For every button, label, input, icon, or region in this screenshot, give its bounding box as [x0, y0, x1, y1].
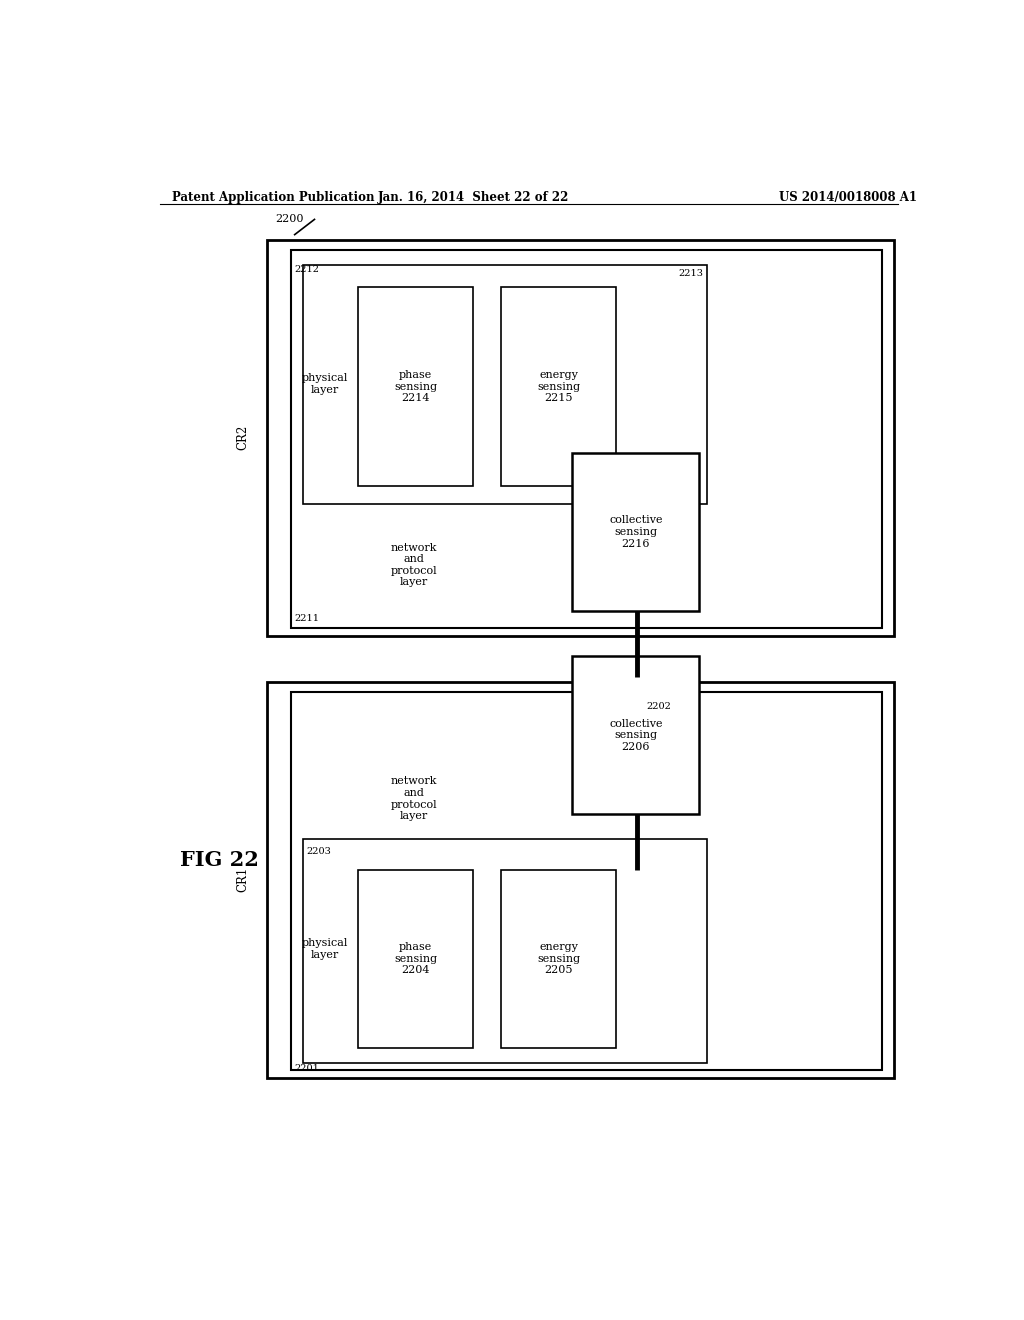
Text: energy
sensing
2205: energy sensing 2205: [537, 942, 580, 975]
Text: physical
layer: physical layer: [302, 374, 348, 395]
Text: physical
layer: physical layer: [302, 939, 348, 960]
Text: 2211: 2211: [295, 614, 319, 623]
Text: phase
sensing
2214: phase sensing 2214: [394, 370, 437, 403]
Bar: [501, 288, 616, 486]
Bar: [303, 840, 708, 1063]
Bar: [291, 692, 882, 1071]
Bar: [358, 288, 473, 486]
Bar: [501, 870, 616, 1048]
Text: energy
sensing
2215: energy sensing 2215: [537, 370, 580, 403]
Text: CR2: CR2: [237, 424, 250, 450]
Text: network
and
protocol
layer: network and protocol layer: [390, 543, 437, 587]
Text: 2203: 2203: [306, 846, 332, 855]
Bar: [291, 249, 882, 628]
Text: 2201: 2201: [295, 1064, 319, 1073]
Text: collective
sensing
2216: collective sensing 2216: [609, 515, 663, 549]
Text: 2212: 2212: [295, 265, 319, 275]
Text: 2200: 2200: [274, 214, 303, 224]
Bar: [267, 240, 894, 636]
Text: CR1: CR1: [237, 866, 250, 891]
Text: Jan. 16, 2014  Sheet 22 of 22: Jan. 16, 2014 Sheet 22 of 22: [378, 191, 569, 203]
Bar: [303, 265, 708, 504]
Text: Patent Application Publication: Patent Application Publication: [172, 191, 374, 203]
Bar: [572, 453, 699, 611]
Text: FIG 22: FIG 22: [179, 850, 258, 870]
Text: network
and
protocol
layer: network and protocol layer: [390, 776, 437, 821]
Bar: [572, 656, 699, 814]
Bar: [358, 870, 473, 1048]
Text: phase
sensing
2204: phase sensing 2204: [394, 942, 437, 975]
Bar: [267, 682, 894, 1078]
Text: 2213: 2213: [678, 269, 703, 279]
Text: US 2014/0018008 A1: US 2014/0018008 A1: [778, 191, 916, 203]
Text: 2202: 2202: [647, 702, 672, 711]
Text: collective
sensing
2206: collective sensing 2206: [609, 718, 663, 752]
